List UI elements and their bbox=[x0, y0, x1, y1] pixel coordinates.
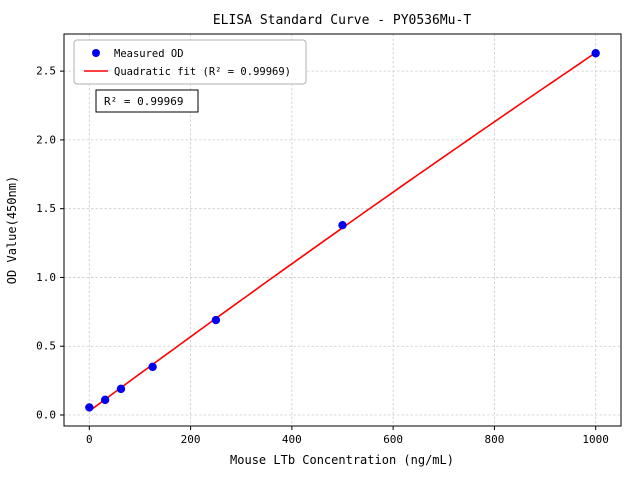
data-point bbox=[100, 395, 110, 405]
legend-quadratic-fit-label: Quadratic fit (R² = 0.99969) bbox=[114, 66, 291, 78]
plot-border bbox=[63, 33, 622, 427]
annotation-box bbox=[95, 89, 199, 113]
y-tick-label: 1.0 bbox=[36, 271, 56, 284]
legend: Measured OD Quadratic fit (R² = 0.99969) bbox=[73, 39, 307, 85]
y-tick-label: 1.5 bbox=[36, 202, 56, 215]
y-tick-label: 0.5 bbox=[36, 340, 56, 353]
data-point bbox=[116, 384, 126, 394]
y-tick-label: 2.5 bbox=[36, 65, 56, 78]
x-tick-label: 0 bbox=[86, 433, 93, 446]
x-tick-label: 800 bbox=[484, 433, 504, 446]
plot-area: 0 200 400 600 800 1000 0.0 0.5 1.0 1.5 2.0 2.5 bbox=[36, 33, 622, 446]
y-tick-label: 0.0 bbox=[36, 408, 56, 421]
y-axis-label: OD Value(450nm) bbox=[5, 176, 19, 284]
data-point bbox=[211, 315, 221, 325]
r-squared-annotation: R² = 0.99969 bbox=[95, 89, 199, 113]
x-tick-label: 200 bbox=[181, 433, 201, 446]
x-axis-label: Mouse LTb Concentration (ng/mL) bbox=[230, 453, 454, 467]
x-tick-label: 600 bbox=[383, 433, 403, 446]
measured-od-marker-icon bbox=[92, 49, 100, 57]
x-tick-label: 1000 bbox=[582, 433, 609, 446]
data-point bbox=[85, 403, 94, 412]
legend-measured-od-label: Measured OD bbox=[114, 48, 184, 60]
y-tick-label: 2.0 bbox=[36, 133, 56, 146]
chart-title: ELISA Standard Curve - PY0536Mu-T bbox=[213, 13, 471, 28]
data-point bbox=[338, 220, 347, 230]
x-tick-label: 400 bbox=[282, 433, 302, 446]
annotation-text: R² = 0.99969 bbox=[104, 95, 183, 108]
data-point bbox=[591, 49, 600, 58]
data-point bbox=[148, 362, 157, 372]
legend-box bbox=[73, 39, 307, 85]
